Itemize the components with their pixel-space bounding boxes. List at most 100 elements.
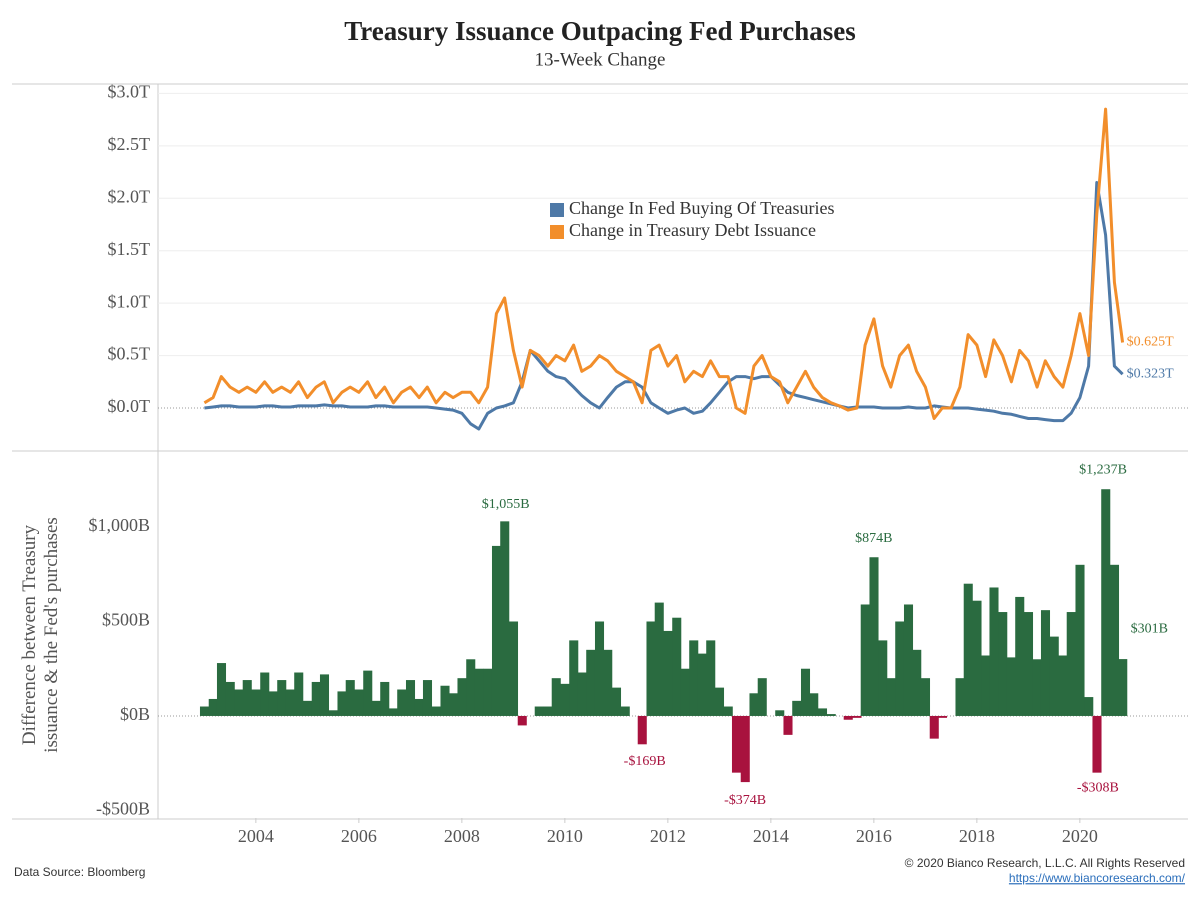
legend-swatch — [550, 203, 564, 217]
bar — [783, 715, 793, 735]
bar — [1040, 610, 1051, 716]
y-tick-label: $1.0T — [108, 291, 151, 311]
bar — [955, 678, 965, 716]
bar — [422, 680, 433, 716]
bar — [551, 678, 561, 716]
bar — [1049, 636, 1059, 716]
bar — [586, 649, 596, 716]
bar — [843, 715, 853, 720]
bar — [543, 706, 553, 716]
x-tick-label: 2012 — [650, 826, 686, 846]
url[interactable]: https://www.biancoresearch.com/ — [1009, 871, 1186, 885]
bar — [1084, 697, 1094, 716]
legend-swatch — [550, 225, 564, 239]
x-tick-label: 2006 — [341, 826, 377, 846]
bar — [680, 668, 690, 716]
bar — [809, 693, 819, 716]
x-tick-label: 2014 — [753, 826, 789, 846]
bar — [869, 557, 879, 716]
copyright: © 2020 Bianco Research, L.L.C. All Right… — [905, 856, 1185, 870]
source: Data Source: Bloomberg — [14, 865, 145, 879]
bar — [1066, 612, 1076, 716]
bar — [569, 640, 579, 716]
x-tick-label: 2008 — [444, 826, 480, 846]
bar — [517, 715, 527, 726]
annotation: -$374B — [724, 793, 766, 808]
bar — [354, 689, 364, 716]
bar — [963, 583, 973, 716]
bar — [302, 700, 313, 716]
y-tick-label: $500B — [102, 610, 150, 630]
bar — [268, 691, 278, 716]
bar — [594, 621, 605, 716]
annotation: -$308B — [1077, 780, 1119, 795]
annotation: $1,237B — [1079, 462, 1127, 477]
bar — [912, 649, 922, 716]
bar — [474, 668, 484, 716]
bar — [800, 668, 811, 716]
bar — [380, 681, 390, 716]
bar — [749, 693, 759, 716]
bar — [577, 672, 587, 716]
bar — [294, 672, 304, 716]
bar — [1109, 564, 1120, 716]
bar — [225, 681, 235, 716]
bar — [277, 680, 287, 716]
y-tick-label: -$500B — [96, 799, 150, 819]
y-axis-label: Difference between Treasuryissuance & th… — [19, 517, 62, 753]
bar — [697, 653, 708, 716]
bar — [646, 621, 656, 716]
x-tick-label: 2016 — [856, 826, 892, 846]
bar — [878, 640, 888, 716]
bar — [483, 668, 493, 716]
bar — [285, 689, 296, 716]
bar — [508, 621, 519, 716]
x-tick-label: 2020 — [1062, 826, 1098, 846]
bar — [560, 683, 570, 716]
bar — [457, 678, 467, 716]
bar — [757, 678, 767, 716]
bar — [260, 672, 270, 716]
annotation: $1,055B — [482, 497, 530, 512]
bar — [895, 621, 905, 716]
bar — [1023, 612, 1034, 716]
bar — [672, 617, 682, 716]
bar — [466, 659, 476, 716]
annotation: $0.625T — [1127, 335, 1175, 350]
bar — [603, 649, 613, 716]
bar — [817, 708, 828, 716]
y-tick-label: $2.0T — [108, 186, 151, 206]
bar — [775, 710, 785, 716]
bar — [491, 545, 502, 716]
bar — [397, 689, 407, 716]
y-tick-label: $2.5T — [108, 134, 151, 154]
bar — [431, 706, 441, 716]
bar — [620, 706, 630, 716]
bar — [723, 706, 733, 716]
y-tick-label: $0B — [120, 704, 150, 724]
bar — [251, 689, 261, 716]
y-tick-label: $0.5T — [108, 344, 151, 364]
bar — [1118, 659, 1128, 716]
bar — [1101, 489, 1111, 716]
bar — [706, 640, 716, 716]
bar — [1058, 655, 1068, 716]
legend-label: Change In Fed Buying Of Treasuries — [569, 198, 834, 218]
bar — [740, 715, 750, 783]
annotation: $301B — [1131, 621, 1168, 636]
bar — [731, 715, 742, 773]
bar — [852, 715, 862, 718]
bar — [1032, 659, 1042, 716]
bar — [654, 602, 664, 716]
bar — [637, 715, 647, 745]
bar — [216, 663, 227, 716]
bar — [972, 600, 982, 716]
bar — [826, 714, 836, 716]
annotation: -$169B — [624, 754, 666, 769]
y-tick-label: $1,000B — [88, 515, 150, 535]
chart-title: Treasury Issuance Outpacing Fed Purchase… — [344, 16, 856, 46]
bar — [405, 680, 416, 716]
bar — [998, 612, 1008, 716]
bar — [534, 706, 544, 716]
